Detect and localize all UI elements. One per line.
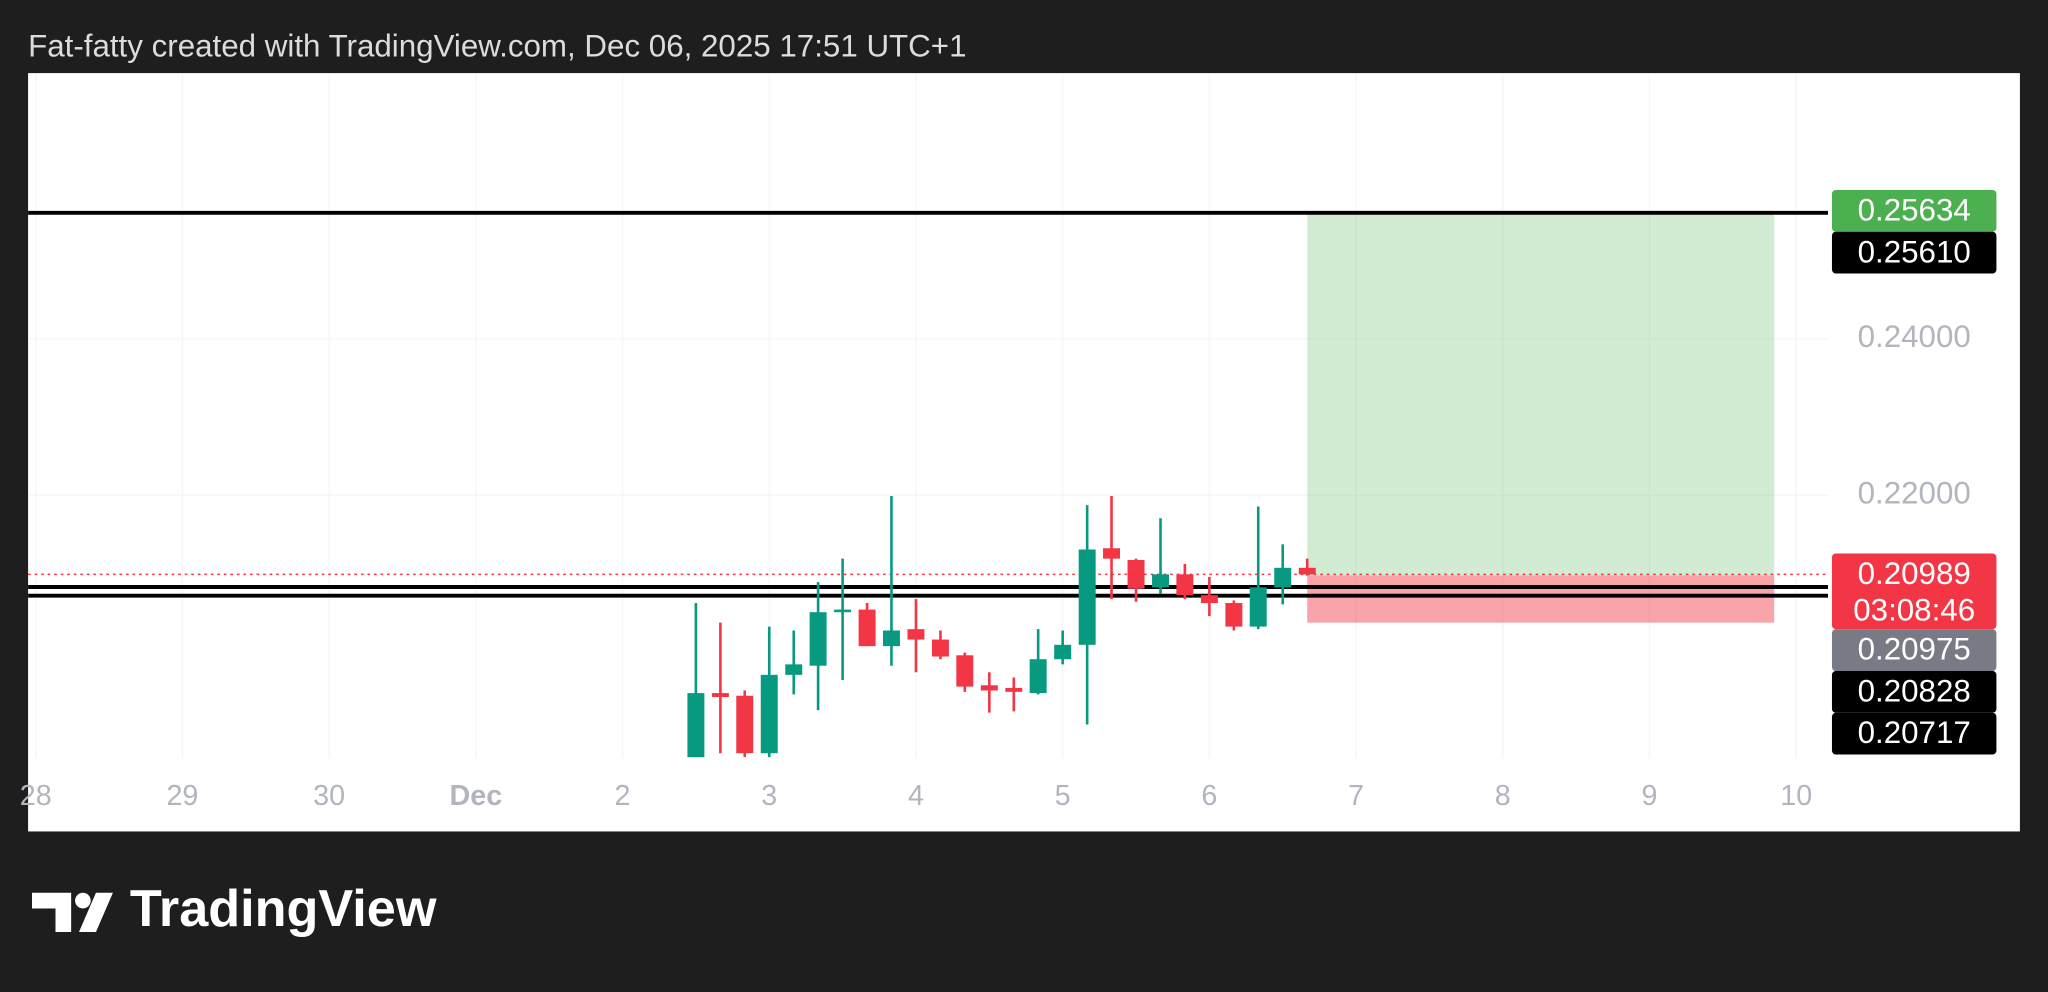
candle-body <box>907 629 925 640</box>
candle-body <box>1176 574 1194 596</box>
time-axis: 28 29 30 Dec 2 3 4 5 6 7 8 9 10 <box>20 780 1812 812</box>
candle-body <box>834 609 852 613</box>
candle-body <box>1103 548 1121 559</box>
candle-body <box>956 655 974 687</box>
price-label: 0.20975 <box>1858 632 1971 667</box>
y-tick-label: 0.22000 <box>1858 476 1971 511</box>
price-label: 0.20828 <box>1858 673 1971 708</box>
candle-body <box>1078 549 1096 645</box>
price-label: 0.20989 <box>1858 556 1971 591</box>
x-tick-label: 10 <box>1780 780 1812 812</box>
chart-panel <box>28 73 2020 832</box>
candle-body <box>760 674 778 754</box>
candle-body <box>882 630 900 647</box>
candle-body <box>1005 687 1023 692</box>
price-label-bg <box>1831 553 1997 630</box>
x-tick-label: 5 <box>1055 780 1071 812</box>
x-tick-label: 9 <box>1642 780 1658 812</box>
plot-area <box>28 73 1829 759</box>
candle-body <box>736 695 754 754</box>
candle-body <box>980 685 998 691</box>
price-label-bg <box>1831 190 1997 232</box>
x-tick-label: 8 <box>1495 780 1511 812</box>
candle-body <box>858 609 876 647</box>
price-label-bg <box>1831 712 1997 755</box>
header-title: Fat-fatty created with TradingView.com, … <box>28 29 966 64</box>
brand-name: TradingView <box>130 880 437 938</box>
x-tick-label: 7 <box>1348 780 1364 812</box>
candle-body <box>687 693 705 758</box>
x-tick-label: 29 <box>166 780 198 812</box>
candle-body <box>809 612 827 666</box>
candle-body <box>1127 559 1145 589</box>
x-tick-label: 30 <box>313 780 345 812</box>
logo-shape <box>78 892 113 932</box>
candle-body <box>1200 595 1218 604</box>
logo-shape <box>75 892 91 909</box>
price-label-bg <box>1831 629 1997 671</box>
candle-body <box>1225 603 1243 627</box>
x-tick-label: 3 <box>761 780 777 812</box>
price-label: 0.25610 <box>1858 234 1971 269</box>
candle-body <box>931 639 949 657</box>
price-axis: 0.24000 0.22000 0.25634 0.25610 0.2098903:08… <box>1831 190 1997 755</box>
candle-body <box>711 693 729 698</box>
candle-body <box>1274 567 1292 588</box>
x-tick-label: 28 <box>20 780 52 812</box>
x-tick-label: 2 <box>615 780 631 812</box>
loss-zone <box>1307 575 1775 623</box>
y-tick-label: 0.24000 <box>1858 319 1971 354</box>
brand-logo <box>32 892 113 932</box>
x-tick-label: Dec <box>450 780 503 812</box>
price-label-bg <box>1831 231 1997 274</box>
candle-body <box>1298 567 1316 575</box>
candle-body <box>1054 644 1072 660</box>
candle-body <box>1029 659 1047 694</box>
price-label: 03:08:46 <box>1853 593 1975 628</box>
x-tick-label: 4 <box>908 780 924 812</box>
price-label-bg <box>1831 670 1997 713</box>
profit-zone <box>1307 210 1775 576</box>
candle-body <box>1249 587 1267 627</box>
price-label: 0.20717 <box>1858 715 1971 750</box>
candle-body <box>785 664 803 675</box>
logo-shape <box>32 892 72 932</box>
price-label: 0.25634 <box>1858 192 1971 227</box>
candle-body <box>1152 574 1170 588</box>
x-tick-label: 6 <box>1201 780 1217 812</box>
